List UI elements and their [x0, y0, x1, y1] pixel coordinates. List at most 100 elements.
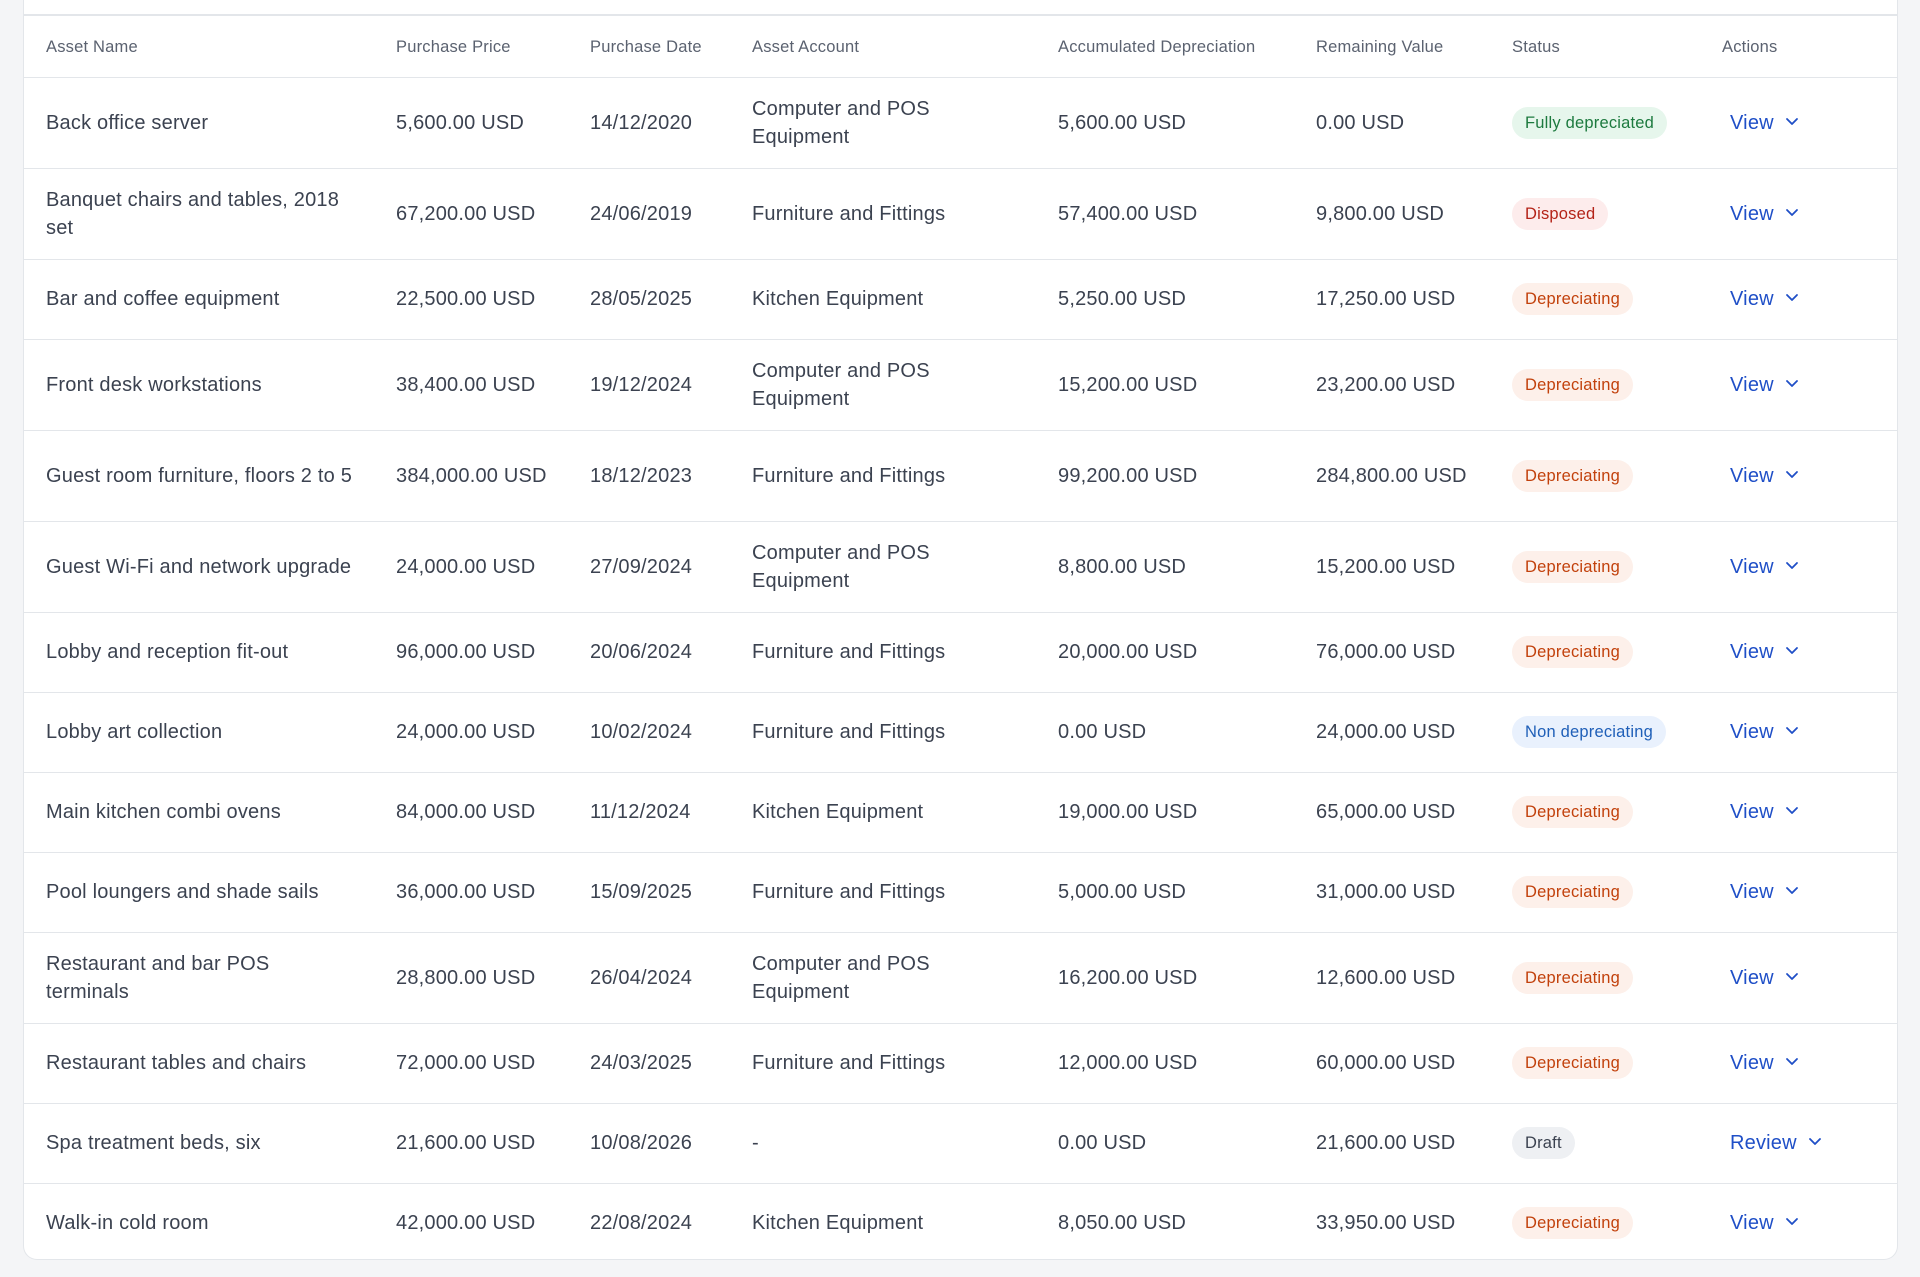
review-action-button[interactable]: Review	[1722, 1129, 1823, 1157]
status-badge: Depreciating	[1512, 550, 1634, 583]
accumulated-depreciation-cell: 8,050.00 USD	[1058, 1212, 1187, 1235]
remaining-value-cell: 21,600.00 USD	[1316, 1132, 1456, 1154]
view-action-button[interactable]: View	[1722, 109, 1800, 137]
assets-table: Asset Name Purchase Price Purchase Date …	[24, 18, 1897, 1259]
view-action-button[interactable]: View	[1722, 285, 1800, 313]
chevron-down-icon[interactable]	[1784, 1209, 1800, 1237]
header-actions: Actions	[1700, 18, 1897, 78]
action-label: View	[1730, 966, 1774, 989]
table-row[interactable]: Spa treatment beds, six 21,600.00 USD 10/0…	[24, 1103, 1897, 1183]
accumulated-depreciation-cell: 5,000.00 USD	[1058, 881, 1187, 903]
header-remaining-value[interactable]: Remaining Value	[1294, 18, 1490, 78]
chevron-down-icon[interactable]	[1784, 1049, 1800, 1077]
table-row[interactable]: Restaurant tables and chairs 72,000.00 US…	[24, 1023, 1897, 1103]
purchase-price-cell: 24,000.00 USD	[396, 555, 536, 578]
view-action-button[interactable]: View	[1722, 718, 1800, 746]
view-action-button[interactable]: View	[1722, 964, 1800, 992]
table-row[interactable]: Walk-in cold room 42,000.00 USD 22/08/2024…	[24, 1183, 1897, 1259]
status-cell: Non depreciating	[1490, 692, 1700, 772]
table-row[interactable]: Pool loungers and shade sails 36,000.00 U…	[24, 852, 1897, 932]
asset-account-cell: Computer and POS Equipment	[752, 952, 930, 1003]
accumulated-depreciation-cell: 99,200.00 USD	[1058, 464, 1198, 487]
asset-account-cell: Furniture and Fittings	[752, 464, 946, 487]
table-row[interactable]: Lobby art collection 24,000.00 USD 10/02/2…	[24, 692, 1897, 772]
view-action-button[interactable]: View	[1722, 371, 1800, 399]
status-badge: Depreciating	[1512, 796, 1634, 828]
asset-name-cell: Main kitchen combi ovens	[46, 801, 281, 823]
action-label: View	[1730, 373, 1774, 396]
asset-name-cell: Walk-in cold room	[46, 1212, 209, 1235]
table-header: Asset Name Purchase Price Purchase Date …	[24, 18, 1897, 78]
view-action-button[interactable]: View	[1722, 878, 1800, 906]
view-action-button[interactable]: View	[1722, 1049, 1800, 1077]
action-label: View	[1730, 641, 1774, 663]
actions-cell: View	[1700, 339, 1897, 430]
status-badge: Depreciating	[1512, 283, 1634, 315]
purchase-price-cell: 5,600.00 USD	[396, 111, 525, 134]
purchase-price-cell: 72,000.00 USD	[396, 1052, 536, 1074]
purchase-date-cell: 14/12/2020	[590, 111, 693, 134]
actions-cell: View	[1700, 168, 1897, 259]
chevron-down-icon[interactable]	[1784, 200, 1800, 228]
asset-name-cell: Banquet chairs and tables, 2018 set	[46, 188, 340, 239]
status-badge: Depreciating	[1512, 1047, 1634, 1079]
chevron-down-icon[interactable]	[1784, 109, 1800, 137]
status-cell: Depreciating	[1490, 612, 1700, 692]
status-badge: Non depreciating	[1512, 716, 1666, 748]
purchase-price-cell: 84,000.00 USD	[396, 801, 536, 823]
table-row[interactable]: Guest Wi-Fi and network upgrade 24,000.00…	[24, 521, 1897, 612]
status-cell: Draft	[1490, 1103, 1700, 1183]
chevron-down-icon[interactable]	[1807, 1129, 1823, 1157]
purchase-price-cell: 28,800.00 USD	[396, 966, 536, 989]
view-action-button[interactable]: View	[1722, 798, 1800, 826]
remaining-value-cell: 60,000.00 USD	[1316, 1052, 1456, 1074]
purchase-date-cell: 19/12/2024	[590, 373, 693, 396]
status-cell: Depreciating	[1490, 1023, 1700, 1103]
status-cell: Depreciating	[1490, 430, 1700, 521]
chevron-down-icon[interactable]	[1784, 285, 1800, 313]
status-cell: Fully depreciated	[1490, 77, 1700, 168]
view-action-button[interactable]: View	[1722, 553, 1800, 581]
table-top-rule	[24, 0, 1897, 16]
asset-account-cell: Kitchen Equipment	[752, 801, 924, 823]
view-action-button[interactable]: View	[1722, 638, 1800, 666]
header-accumulated-depreciation[interactable]: Accumulated Depreciation	[1036, 18, 1294, 78]
remaining-value-cell: 76,000.00 USD	[1316, 641, 1456, 663]
remaining-value-cell: 15,200.00 USD	[1316, 555, 1456, 578]
header-status[interactable]: Status	[1490, 18, 1700, 78]
table-row[interactable]: Back office server 5,600.00 USD 14/12/2020…	[24, 77, 1897, 168]
asset-name-cell: Lobby and reception fit-out	[46, 641, 289, 663]
chevron-down-icon[interactable]	[1784, 798, 1800, 826]
header-asset-account[interactable]: Asset Account	[730, 18, 1036, 78]
table-row[interactable]: Bar and coffee equipment 22,500.00 USD 28/…	[24, 259, 1897, 339]
table-row[interactable]: Front desk workstations 38,400.00 USD 19/1…	[24, 339, 1897, 430]
purchase-price-cell: 21,600.00 USD	[396, 1132, 536, 1154]
table-row[interactable]: Guest room furniture, floors 2 to 5 384,0…	[24, 430, 1897, 521]
header-purchase-date[interactable]: Purchase Date	[568, 18, 730, 78]
table-row[interactable]: Restaurant and bar POS terminals 28,800.0…	[24, 932, 1897, 1023]
actions-cell: View	[1700, 259, 1897, 339]
actions-cell: View	[1700, 692, 1897, 772]
chevron-down-icon[interactable]	[1784, 718, 1800, 746]
chevron-down-icon[interactable]	[1784, 371, 1800, 399]
view-action-button[interactable]: View	[1722, 200, 1800, 228]
chevron-down-icon[interactable]	[1784, 638, 1800, 666]
actions-cell: View	[1700, 932, 1897, 1023]
header-purchase-price[interactable]: Purchase Price	[374, 18, 568, 78]
remaining-value-cell: 65,000.00 USD	[1316, 801, 1456, 823]
table-row[interactable]: Lobby and reception fit-out 96,000.00 USD…	[24, 612, 1897, 692]
purchase-date-cell: 24/06/2019	[590, 202, 693, 225]
purchase-price-cell: 42,000.00 USD	[396, 1212, 536, 1235]
view-action-button[interactable]: View	[1722, 1209, 1800, 1237]
header-row: Asset Name Purchase Price Purchase Date …	[24, 18, 1897, 78]
purchase-price-cell: 67,200.00 USD	[396, 202, 536, 225]
chevron-down-icon[interactable]	[1784, 553, 1800, 581]
chevron-down-icon[interactable]	[1784, 964, 1800, 992]
chevron-down-icon[interactable]	[1784, 462, 1800, 490]
table-row[interactable]: Banquet chairs and tables, 2018 set 67,20…	[24, 168, 1897, 259]
header-asset-name[interactable]: Asset Name	[24, 18, 374, 78]
chevron-down-icon[interactable]	[1784, 878, 1800, 906]
table-row[interactable]: Main kitchen combi ovens 84,000.00 USD 11/…	[24, 772, 1897, 852]
view-action-button[interactable]: View	[1722, 462, 1800, 490]
status-cell: Depreciating	[1490, 521, 1700, 612]
